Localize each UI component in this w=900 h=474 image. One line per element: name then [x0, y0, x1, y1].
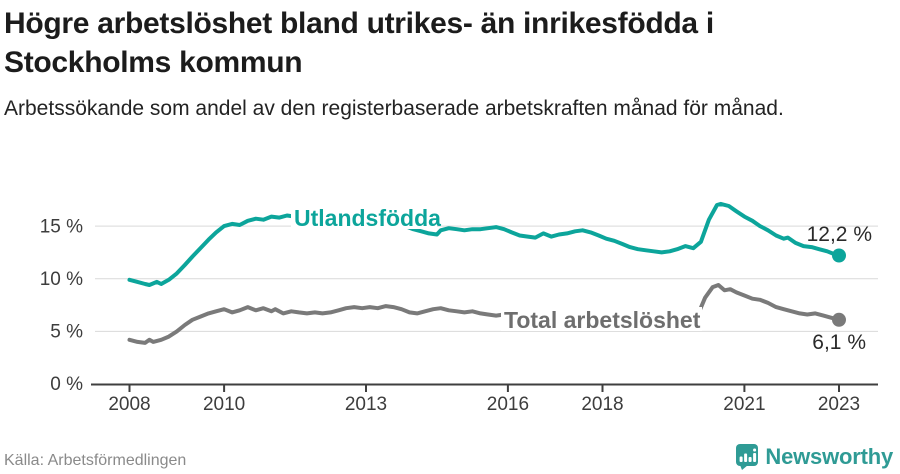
- x-tick-label: 2010: [203, 394, 245, 415]
- end-value-utlandsfodda: 12,2 %: [807, 223, 872, 246]
- label-mask-total: [501, 307, 702, 331]
- brand-logo: Newsworthy: [735, 444, 893, 470]
- gridlines: [95, 225, 878, 332]
- end-dot-total: [832, 312, 846, 327]
- page-subtitle: Arbetssökande som andel av den registerb…: [4, 97, 784, 120]
- y-tick-label: 10 %: [40, 269, 83, 290]
- newsworthy-icon: [736, 444, 759, 470]
- x-tick-label: 2018: [581, 394, 623, 415]
- series-label-utlandsfodda: Utlandsfödda: [294, 205, 441, 231]
- end-value-total: 6,1 %: [812, 331, 866, 354]
- source-note: Källa: Arbetsförmedlingen: [4, 452, 187, 469]
- x-tick-label: 2008: [108, 394, 150, 415]
- header: Högre arbetslöshet bland utrikes- än inr…: [4, 4, 888, 124]
- y-axis: 15 % 10 % 5 % 0 %: [40, 217, 83, 396]
- end-dot-utlandsfodda: [832, 248, 846, 263]
- page-title: Högre arbetslöshet bland utrikes- än inr…: [4, 7, 714, 79]
- x-tick-label: 2021: [723, 394, 765, 415]
- x-tick-label: 2013: [345, 394, 387, 415]
- y-tick-label: 15 %: [40, 217, 83, 238]
- series-label-total: Total arbetslöshet: [504, 307, 701, 333]
- series-line-total: [127, 283, 841, 345]
- x-axis: 2008 2010 2013 2016 2018 2021 2023: [91, 383, 878, 415]
- label-mask-utlandsfodda: [291, 205, 437, 229]
- x-tick-label: 2023: [818, 394, 860, 415]
- y-tick-label: 0 %: [50, 374, 83, 395]
- x-tick-label: 2016: [487, 394, 529, 415]
- brand-name: Newsworthy: [765, 444, 893, 469]
- series-line-utlandsfodda: [127, 201, 841, 287]
- y-tick-label: 5 %: [50, 322, 83, 343]
